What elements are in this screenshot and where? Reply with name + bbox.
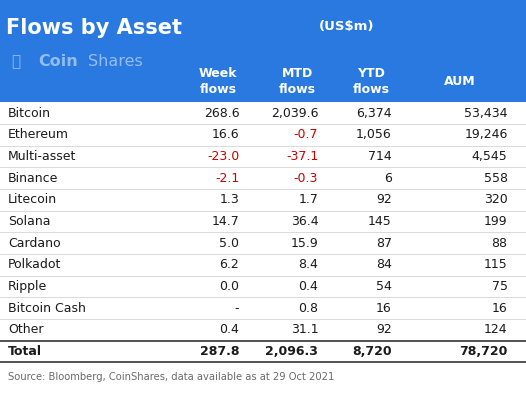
Text: 2,096.3: 2,096.3 [265, 345, 318, 358]
Text: MTD
flows: MTD flows [279, 67, 316, 97]
Text: 124: 124 [484, 323, 508, 336]
Text: 78,720: 78,720 [459, 345, 508, 358]
Text: YTD
flows: YTD flows [352, 67, 389, 97]
Text: 115: 115 [484, 258, 508, 271]
Text: 87: 87 [376, 236, 392, 249]
Text: 92: 92 [376, 323, 392, 336]
Text: 6,374: 6,374 [356, 107, 392, 120]
Text: 199: 199 [484, 215, 508, 228]
Text: Coin: Coin [38, 54, 78, 69]
Text: Other: Other [8, 323, 43, 336]
Text: Bitcoin: Bitcoin [8, 107, 51, 120]
Text: 1,056: 1,056 [356, 128, 392, 141]
Text: 88: 88 [492, 236, 508, 249]
Text: Shares: Shares [88, 54, 143, 69]
Text: 0.4: 0.4 [298, 280, 318, 293]
Text: 15.9: 15.9 [290, 236, 318, 249]
Text: 53,434: 53,434 [464, 107, 508, 120]
Text: (US$m): (US$m) [319, 20, 375, 33]
Text: 1.7: 1.7 [298, 193, 318, 206]
Text: 287.8: 287.8 [200, 345, 239, 358]
Text: Solana: Solana [8, 215, 50, 228]
Text: 6.2: 6.2 [219, 258, 239, 271]
Text: 84: 84 [376, 258, 392, 271]
Text: Ethereum: Ethereum [8, 128, 69, 141]
Text: Multi-asset: Multi-asset [8, 150, 76, 163]
Text: Binance: Binance [8, 171, 58, 185]
Text: 8,720: 8,720 [352, 345, 392, 358]
Text: Source: Bloomberg, CoinShares, data available as at 29 Oct 2021: Source: Bloomberg, CoinShares, data avai… [8, 372, 334, 382]
Text: 16: 16 [492, 302, 508, 315]
Text: 2,039.6: 2,039.6 [271, 107, 318, 120]
Text: 320: 320 [484, 193, 508, 206]
Text: 54: 54 [376, 280, 392, 293]
Text: 92: 92 [376, 193, 392, 206]
Text: 36.4: 36.4 [290, 215, 318, 228]
Text: -37.1: -37.1 [286, 150, 318, 163]
Text: 6: 6 [384, 171, 392, 185]
Text: 16: 16 [376, 302, 392, 315]
Text: Cardano: Cardano [8, 236, 60, 249]
Text: 8.4: 8.4 [298, 258, 318, 271]
Text: -2.1: -2.1 [215, 171, 239, 185]
Text: 558: 558 [483, 171, 508, 185]
Text: 4,545: 4,545 [472, 150, 508, 163]
Text: 16.6: 16.6 [211, 128, 239, 141]
Text: 145: 145 [368, 215, 392, 228]
Text: -23.0: -23.0 [207, 150, 239, 163]
FancyBboxPatch shape [0, 0, 526, 102]
Text: 1.3: 1.3 [219, 193, 239, 206]
Text: Flows by Asset: Flows by Asset [6, 18, 183, 38]
Text: 0.8: 0.8 [298, 302, 318, 315]
Text: Polkadot: Polkadot [8, 258, 61, 271]
Text: Ripple: Ripple [8, 280, 47, 293]
Text: 5.0: 5.0 [219, 236, 239, 249]
Text: 14.7: 14.7 [211, 215, 239, 228]
Text: 31.1: 31.1 [290, 323, 318, 336]
Text: 268.6: 268.6 [204, 107, 239, 120]
Text: Week
flows: Week flows [199, 67, 238, 97]
Text: 0.0: 0.0 [219, 280, 239, 293]
Text: 19,246: 19,246 [464, 128, 508, 141]
Text: Litecoin: Litecoin [8, 193, 57, 206]
Text: -0.7: -0.7 [294, 128, 318, 141]
Text: 714: 714 [368, 150, 392, 163]
Text: AUM: AUM [444, 76, 476, 88]
Text: 75: 75 [492, 280, 508, 293]
Text: 0.4: 0.4 [219, 323, 239, 336]
Text: ⌕: ⌕ [12, 54, 21, 69]
Text: -0.3: -0.3 [294, 171, 318, 185]
Text: -: - [235, 302, 239, 315]
Text: Bitcoin Cash: Bitcoin Cash [8, 302, 86, 315]
Text: Total: Total [8, 345, 42, 358]
